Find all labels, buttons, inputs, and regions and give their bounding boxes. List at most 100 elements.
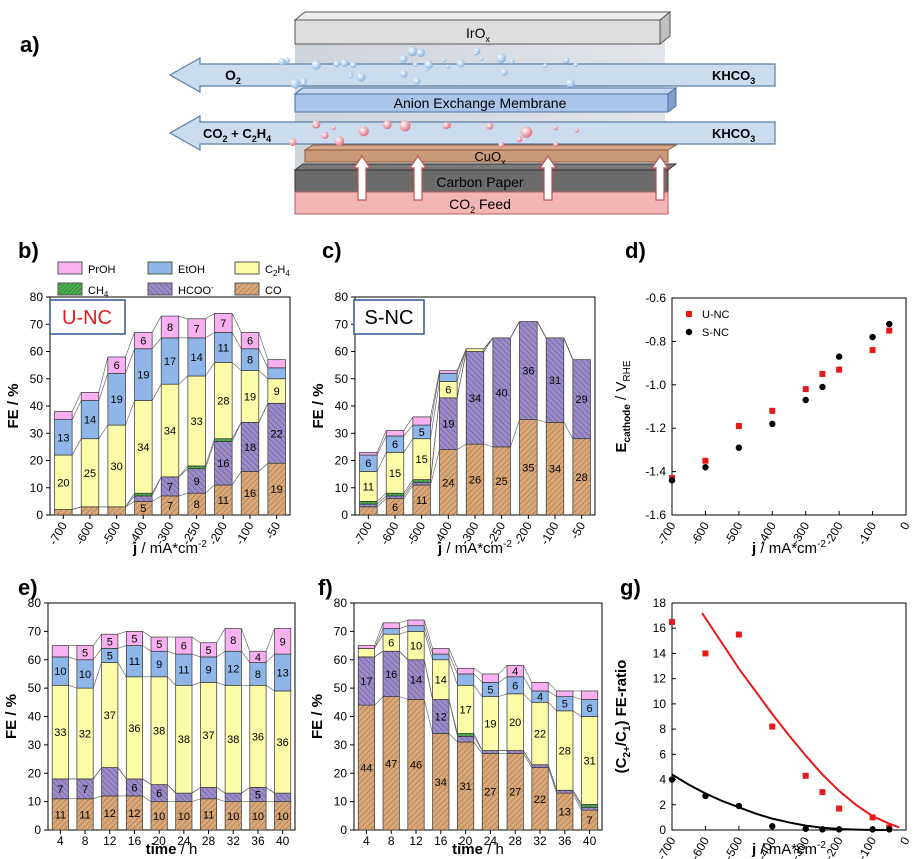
connector-line [403, 479, 414, 494]
segment-label: 7 [220, 318, 226, 330]
y-tick-label: 40 [28, 710, 42, 724]
x-tick-label: -600 [377, 519, 401, 547]
bar-segment [439, 370, 458, 374]
connector-line [142, 795, 152, 802]
connector-line [448, 699, 458, 734]
segment-label: 8 [167, 322, 173, 334]
connector-line [403, 416, 414, 431]
connector-line [498, 665, 508, 675]
x-tick-label: -200 [206, 519, 230, 547]
legend-label: S-NC [702, 327, 729, 339]
connector-line [399, 651, 409, 660]
bubble [442, 122, 450, 129]
y-tick-label: 40 [30, 399, 44, 413]
connector-line [374, 696, 384, 706]
bar-segment [175, 792, 193, 802]
connector-line [191, 636, 201, 643]
y-tick-label: 16 [653, 621, 667, 635]
bubble [356, 72, 366, 82]
connector-line [403, 484, 414, 499]
bubble [563, 57, 570, 64]
connector-line [231, 422, 242, 439]
connector-line [456, 351, 467, 398]
bar-segment [506, 665, 524, 678]
legend-label-co: CO [265, 285, 282, 297]
bubble [399, 120, 411, 132]
bar-segment [214, 438, 233, 442]
segment-label: 14 [84, 415, 96, 427]
y-tick-label: 10 [335, 481, 349, 495]
connector-line [572, 696, 582, 700]
segment-label: 34 [164, 426, 176, 438]
panel-d-chart: -1.6-1.4-1.2-1.0-0.8-0.6-700 -600 -500 -400… [613, 291, 913, 557]
bubble [542, 63, 548, 69]
connector-line [456, 348, 467, 371]
connector-line [563, 422, 574, 439]
connector-line [473, 673, 483, 683]
y-tick-label: 8 [659, 722, 666, 736]
connector-line [241, 787, 250, 794]
x-tick-label: -100 [537, 519, 561, 547]
connector-line [178, 375, 189, 385]
segment-label: 19 [442, 419, 454, 431]
bar-segment [385, 430, 405, 437]
y-tick-label: 60 [30, 345, 44, 359]
panel-e-chart: 0 10 20 30 40 50 60 70 80 11 7 33 10 4 11 7 32 10 5 8 12 37 5 5… [3, 596, 296, 858]
segment-label: 35 [522, 462, 534, 474]
connector-line [537, 419, 547, 423]
bar-segment [581, 804, 599, 808]
segment-label: 6 [156, 788, 162, 800]
segment-label: 38 [153, 726, 165, 738]
bar-segment [240, 332, 260, 350]
segment-label: 36 [128, 723, 140, 735]
y-tick-label: 2 [659, 798, 666, 812]
segment-label: 11 [55, 809, 66, 821]
bubble [358, 125, 369, 137]
panel-label-b: b) [18, 238, 39, 263]
panel-label-a: a) [20, 32, 40, 57]
connector-line [231, 471, 242, 486]
y-tick-label: 40 [334, 710, 348, 724]
x-tick-label: 16 [128, 834, 142, 848]
connector-line [423, 619, 433, 649]
segment-label: 5 [255, 790, 261, 802]
segment-label: 10 [79, 669, 91, 681]
x-tick-label: -500 [99, 519, 123, 547]
bar-segment [107, 356, 126, 374]
x-tick-label: 8 [82, 834, 89, 848]
y-tick-label: 10 [28, 795, 42, 809]
data-point [735, 631, 742, 638]
bubble [382, 120, 392, 130]
y-tick-label: 30 [30, 426, 44, 440]
data-point [869, 333, 876, 341]
x-tick-label: 20 [152, 834, 166, 848]
bar-segment [101, 767, 119, 797]
x-tick-label: 40 [276, 834, 290, 848]
bar-segment [572, 359, 591, 440]
x-tick-label: -100 [855, 834, 879, 859]
x-tick-label: -700 [654, 834, 678, 859]
y-tick-label: -1.4 [645, 465, 666, 479]
khco3-bottom-label: KHCO3 [712, 126, 755, 144]
y-tick-label: 14 [653, 646, 667, 660]
x-tick-label: -600 [688, 519, 712, 547]
membrane-label: Anion Exchange Membrane [394, 95, 567, 111]
segment-label: 6 [114, 360, 120, 372]
bubble [574, 128, 579, 133]
bar-segment [274, 628, 292, 655]
feed-arrow [650, 154, 670, 201]
bar-segment [506, 750, 524, 754]
connector-line [430, 370, 440, 417]
connector-line [572, 790, 582, 805]
bar-segment [359, 501, 378, 505]
bubble [284, 57, 290, 64]
segment-label: 34 [137, 442, 149, 454]
carbon-paper-label: Carbon Paper [436, 174, 524, 190]
connector-line [376, 452, 387, 472]
segment-label: 20 [509, 717, 521, 729]
connector-line [374, 622, 384, 646]
segment-label: 27 [484, 787, 496, 799]
bar-segment [519, 321, 538, 420]
connector-line [117, 662, 127, 677]
connector-line [423, 659, 433, 700]
